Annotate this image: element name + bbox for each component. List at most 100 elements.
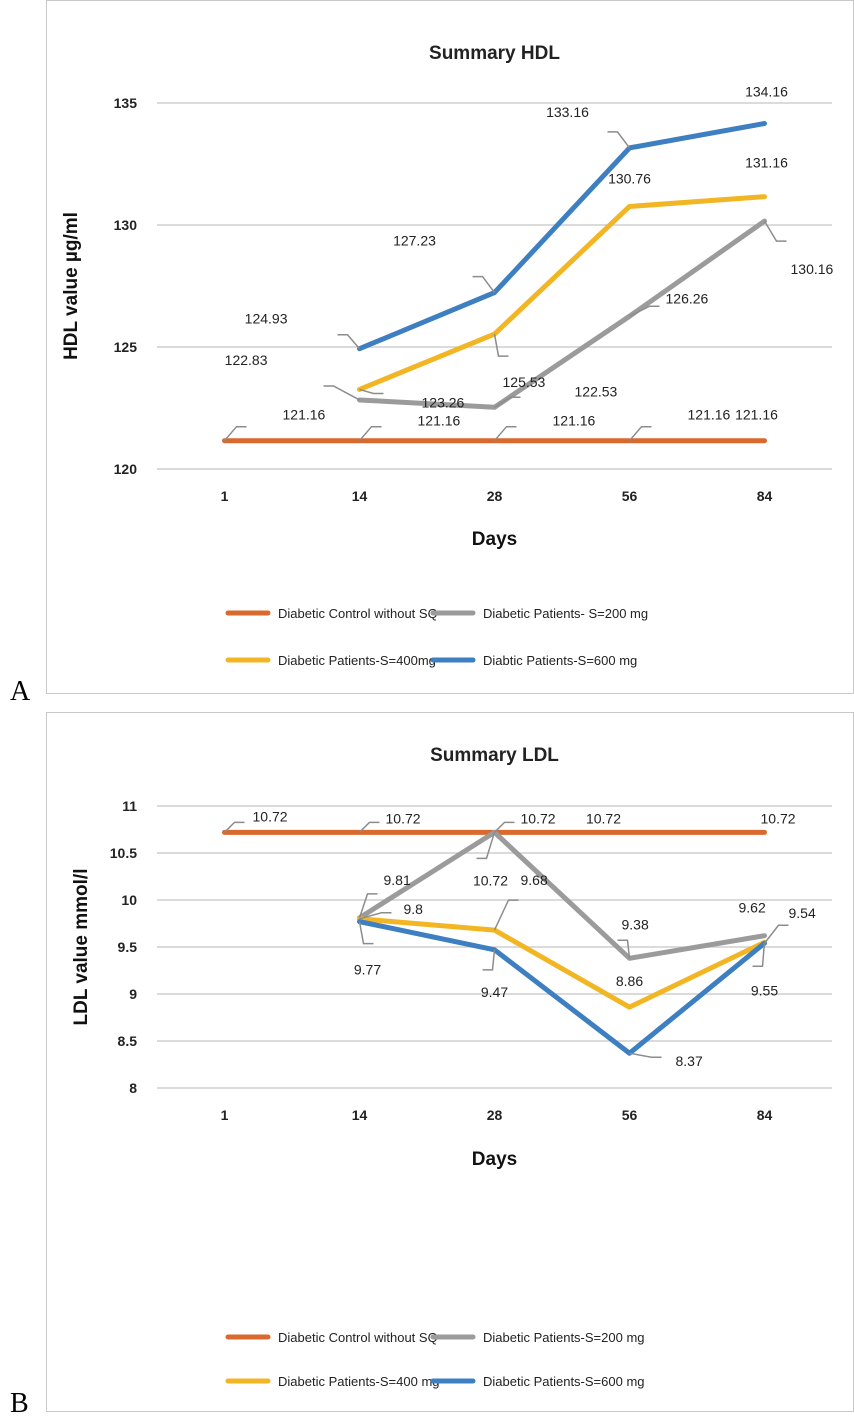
chart-title: Summary LDL (430, 745, 559, 766)
data-label-leader (358, 893, 378, 919)
panel-label-a: A (10, 676, 31, 707)
data-label-leader (493, 899, 519, 931)
x-tick-label: 56 (622, 488, 638, 504)
series-line-3 (357, 194, 767, 392)
data-label-leader (223, 821, 245, 833)
data-label: 121.16 (688, 407, 731, 423)
data-label: 9.38 (622, 916, 649, 932)
data-label: 131.16 (745, 155, 788, 171)
data-label: 9.62 (739, 900, 766, 916)
data-label: 10.72 (386, 810, 421, 826)
data-label-leader (617, 939, 631, 959)
data-label: 9.8 (404, 901, 424, 917)
y-axis-label: HDL value µg/ml (61, 212, 82, 360)
y-axis-label: LDL value mmol/l (71, 869, 92, 1026)
data-label: 122.53 (575, 383, 618, 399)
data-label: 126.26 (666, 290, 709, 306)
data-label: 8.86 (616, 973, 643, 989)
data-label-leader (628, 425, 652, 442)
y-tick-label: 10.5 (110, 845, 137, 861)
data-label: 9.55 (751, 982, 778, 998)
data-label-leader (629, 305, 660, 317)
data-label: 133.16 (546, 104, 589, 120)
y-tick-label: 10 (121, 892, 137, 908)
data-label: 121.16 (283, 407, 326, 423)
legend-label: Diabetic Control without SQ (278, 1330, 438, 1345)
x-axis-label: Days (472, 1149, 517, 1170)
data-label: 9.47 (481, 984, 508, 1000)
x-tick-label: 84 (757, 488, 773, 504)
data-label: 127.23 (393, 233, 436, 249)
hdl-chart-svg: Summary HDL 120 125 130 135 1 14 28 56 84 Days HDL … (61, 43, 834, 668)
data-label-leader (476, 832, 496, 860)
data-label: 9.81 (384, 872, 411, 888)
series-line-2 (357, 829, 767, 961)
data-label-leader (607, 131, 631, 149)
x-tick-label: 28 (487, 488, 503, 504)
legend-label: Diabtic Patients-S=600 mg (483, 653, 637, 668)
data-label: 130.16 (791, 261, 834, 277)
data-label: 130.76 (608, 170, 651, 186)
data-label: 10.72 (761, 810, 796, 826)
data-label: 10.72 (586, 810, 621, 826)
data-label-leader (358, 921, 374, 945)
data-label: 123.26 (422, 394, 465, 410)
y-tick-label: 8.5 (118, 1033, 138, 1049)
data-label-leader (629, 1052, 662, 1058)
data-label-leader (358, 425, 382, 442)
x-tick-label: 1 (221, 488, 229, 504)
data-label-leader (358, 821, 380, 833)
data-label: 121.16 (418, 413, 461, 429)
data-label-leader (763, 924, 789, 944)
series-line-4 (357, 120, 767, 352)
y-tick-label: 9 (129, 986, 137, 1002)
data-label-leader (223, 425, 247, 442)
data-label: 9.68 (521, 872, 548, 888)
data-label: 9.54 (789, 905, 816, 921)
y-tick-label: 8 (129, 1080, 137, 1096)
data-label: 121.16 (553, 413, 596, 429)
legend-label: Diabetic Patients- S=200 mg (483, 606, 648, 621)
data-label: 122.83 (225, 352, 268, 368)
legend-label: Diabetic Patients-S=400mg (278, 653, 436, 668)
x-tick-label: 28 (487, 1107, 503, 1123)
data-label-leader (482, 949, 496, 971)
x-tick-label: 84 (757, 1107, 773, 1123)
data-label-leader (493, 333, 509, 357)
y-tick-label: 11 (122, 798, 137, 814)
data-label-leader (493, 425, 517, 442)
hdl-chart-panel: Summary HDL 120 125 130 135 1 14 28 56 84 Days HDL … (46, 0, 854, 694)
data-label-leader (359, 912, 392, 920)
data-label-leader (323, 385, 360, 401)
y-tick-label: 135 (114, 95, 138, 111)
ldl-chart-panel: Summary LDL 8 8.5 9 9.5 10 10.5 11 1 14 28 56 84 Days… (46, 712, 854, 1412)
data-label: 10.72 (473, 872, 508, 888)
legend-label: Diabetic Patients-S=400 mg (278, 1374, 440, 1389)
legend-label: Diabetic Control without SQ (278, 606, 438, 621)
data-label: 10.72 (253, 808, 288, 824)
x-tick-label: 1 (221, 1107, 229, 1123)
series-line-4 (357, 919, 767, 1056)
data-label: 8.37 (676, 1053, 703, 1069)
panel-label-b: B (10, 1388, 29, 1419)
data-label: 134.16 (745, 83, 788, 99)
data-label-leader (763, 220, 787, 242)
data-label: 10.72 (521, 810, 556, 826)
chart-title: Summary HDL (429, 43, 560, 64)
y-tick-label: 130 (114, 217, 138, 233)
x-tick-label: 14 (352, 488, 368, 504)
data-label: 9.77 (354, 962, 381, 978)
legend-label: Diabetic Patients-S=200 mg (483, 1330, 645, 1345)
data-label: 124.93 (245, 311, 288, 327)
x-tick-label: 56 (622, 1107, 638, 1123)
data-label-leader (494, 396, 521, 408)
data-label-leader (493, 821, 515, 833)
legend-label: Diabetic Patients-S=600 mg (483, 1374, 645, 1389)
data-label-leader (337, 333, 361, 350)
data-label-leader (359, 388, 384, 395)
data-label-leader (752, 942, 766, 968)
x-axis-label: Days (472, 529, 517, 550)
data-label-leader (472, 275, 496, 294)
y-tick-label: 125 (114, 339, 138, 355)
